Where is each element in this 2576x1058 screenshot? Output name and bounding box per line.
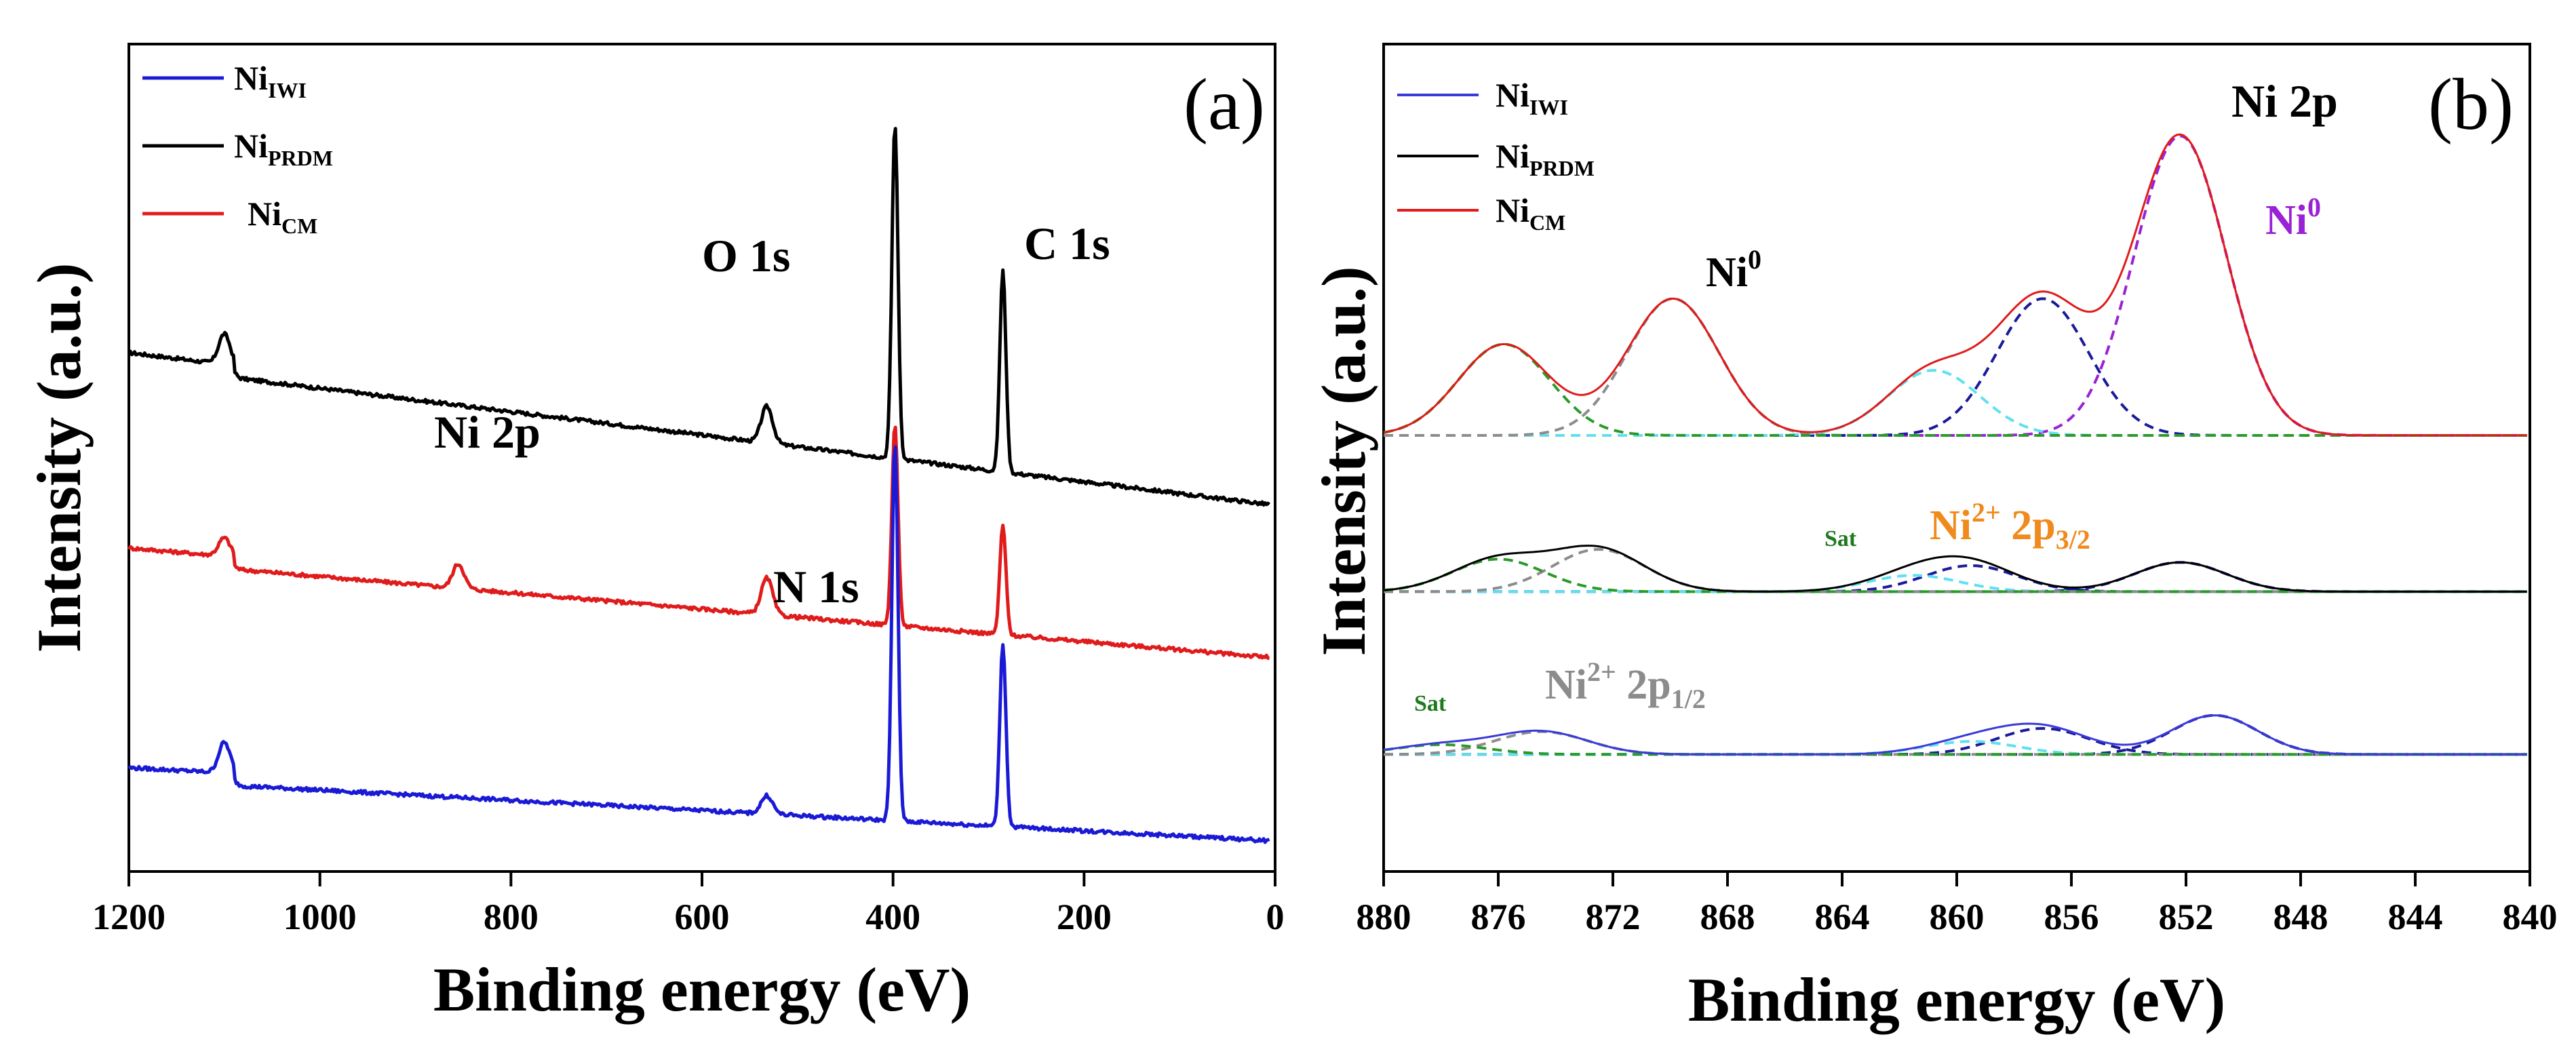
b-xtick-label: 880 — [1357, 897, 1411, 937]
a-xtick-label: 0 — [1266, 897, 1285, 937]
b-xtick-label: 848 — [2273, 897, 2328, 937]
legend-label-a-cm: NiCM — [248, 195, 317, 238]
panel-b-title: Ni 2p — [2231, 75, 2338, 127]
panel-a: 1200 1000 800 600 400 200 0 (a) Binding energy… — [24, 43, 1285, 1024]
panel-b: 880 876 872 868 864 860 856 852 848 844 840 (b) Ni… — [1309, 43, 2558, 1034]
a-xtick-label: 1200 — [92, 897, 165, 937]
b-component-Ni_CM-0 — [1384, 134, 2527, 437]
b-series-Ni_IWI — [1383, 714, 2527, 756]
b-xtick-label: 864 — [1815, 897, 1870, 937]
a-series-Ni_IWI — [128, 445, 1270, 844]
panel-b-label: (b) — [2428, 64, 2514, 145]
b-component-Ni_IWI-3 — [1384, 730, 2527, 756]
b-series-Ni_CM — [1383, 133, 2527, 437]
a-xtick-label: 200 — [1057, 897, 1112, 937]
panel-a-legend: NiIWI NiPRDM NiCM — [142, 59, 333, 238]
panel-a-xticks: 1200 1000 800 600 400 200 0 — [92, 871, 1285, 937]
b-component-Ni_PRDM-4 — [1383, 557, 2527, 593]
a-xtick-label: 1000 — [284, 897, 357, 937]
annot-ni0-left: Ni0 — [1706, 244, 1761, 296]
legend-label-b-cm: NiCM — [1496, 191, 1565, 235]
legend-label-b-iwi: NiIWI — [1496, 76, 1568, 119]
b-component-Ni_CM-4 — [1383, 342, 2527, 437]
b-xtick-label: 868 — [1700, 897, 1755, 937]
b-xtick-label: 844 — [2388, 897, 2443, 937]
b-component-Ni_CM-3 — [1384, 297, 2527, 437]
b-xtick-label: 860 — [1930, 897, 1985, 937]
b-xtick-label: 876 — [1471, 897, 1526, 937]
annot-ni0-right: Ni0 — [2265, 192, 2321, 243]
panel-b-ylabel: Intensity (a.u.) — [1309, 266, 1378, 656]
b-component-Ni_CM-1 — [1384, 297, 2527, 437]
b-component-Ni_IWI-2 — [1384, 740, 2527, 756]
annot-ni2-2p12: Ni2+ 2p1/2 — [1545, 657, 1706, 714]
b-component-Ni_IWI-0 — [1384, 713, 2527, 756]
legend-label-b-prdm: NiPRDM — [1496, 137, 1595, 180]
panel-a-label: (a) — [1184, 64, 1265, 145]
annot-o1s: O 1s — [702, 230, 790, 281]
a-series-Ni_CM — [127, 425, 1270, 661]
panel-b-legend: NiIWI NiPRDM NiCM — [1397, 76, 1595, 235]
panel-a-ylabel: Intensity (a.u.) — [24, 262, 94, 652]
a-series-Ni_PRDM — [128, 127, 1271, 507]
annot-ni2p: Ni 2p — [434, 406, 541, 458]
panel-b-xticks: 880 876 872 868 864 860 856 852 848 844 840 — [1357, 871, 2558, 937]
b-component-Ni_PRDM-1 — [1384, 564, 2527, 593]
panel-a-xlabel: Binding energy (eV) — [433, 955, 971, 1024]
b-component-Ni_CM-2 — [1384, 369, 2527, 437]
annot-sat-2: Sat — [1414, 691, 1447, 716]
b-xtick-label: 852 — [2159, 897, 2214, 937]
panel-a-series — [127, 127, 1271, 844]
a-xtick-label: 400 — [865, 897, 920, 937]
legend-label-a-iwi: NiIWI — [234, 59, 307, 102]
b-xtick-label: 872 — [1586, 897, 1641, 937]
b-xtick-label: 840 — [2503, 897, 2558, 937]
annot-c1s: C 1s — [1024, 218, 1110, 269]
annot-ni2-2p32: Ni2+ 2p3/2 — [1930, 497, 2090, 555]
legend-label-a-prdm: NiPRDM — [234, 127, 333, 170]
a-xtick-label: 800 — [484, 897, 539, 937]
annot-sat-1: Sat — [1824, 526, 1857, 551]
a-xtick-label: 600 — [675, 897, 730, 937]
b-series-Ni_PRDM — [1383, 545, 2527, 593]
b-xtick-label: 856 — [2044, 897, 2099, 937]
annot-n1s: N 1s — [773, 561, 859, 612]
panel-b-series — [1383, 133, 2527, 756]
panel-b-xlabel: Binding energy (eV) — [1688, 965, 2225, 1034]
